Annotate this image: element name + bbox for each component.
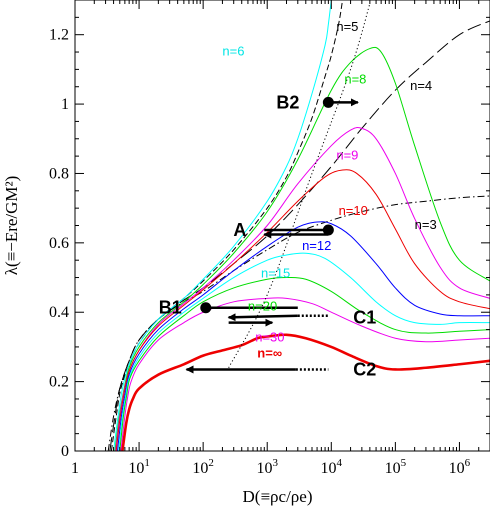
y-tick-label: 1.2: [49, 27, 69, 44]
series-n-15-line: [118, 252, 490, 451]
series-n-9-line: [115, 127, 490, 451]
marker-b2-label: B2: [276, 92, 299, 112]
series-n-10-line: [115, 169, 490, 451]
x-tick-label: 103: [256, 457, 278, 477]
y-tick-label: 0.6: [49, 235, 69, 252]
x-tick-label: 1: [71, 460, 79, 477]
y-tick-label: 0.4: [49, 304, 69, 321]
marker-a-label: A: [233, 220, 246, 240]
marker-b1-label: B1: [159, 298, 182, 318]
series-n-8-label: n=8: [344, 71, 366, 86]
series-n-5-label: n=5: [336, 19, 358, 34]
series-n-8-line: [114, 46, 490, 451]
series-n-4-line: [109, 20, 490, 451]
marker-b2-point: [322, 96, 334, 108]
series-n-4-label: n=4: [410, 78, 432, 93]
series-n-20-label: n=20: [248, 298, 277, 313]
x-tick-label: 101: [128, 457, 150, 477]
series-n-6-label: n=6: [222, 44, 244, 59]
x-tick-label: 102: [192, 457, 214, 477]
y-axis-label: λ(≡−Ere/GM²): [2, 176, 21, 276]
y-tick-label: 0.8: [49, 165, 69, 182]
x-tick-label: 104: [321, 457, 343, 477]
y-tick-label: 0: [61, 443, 69, 460]
series-n-12-label: n=12: [302, 238, 331, 253]
series-n-9-label: n=9: [336, 148, 358, 163]
x-tick-label: 105: [385, 457, 407, 477]
series-n-3-label: n=3: [415, 217, 437, 232]
marker-b1-point: [200, 302, 212, 314]
arrow-B1-return: [227, 313, 298, 322]
series-n-inf-line: [121, 333, 490, 451]
label-c1: C1: [353, 307, 376, 327]
series-n-10-label: n=10: [339, 203, 368, 218]
series-n-6-line: [113, 0, 332, 451]
series-n-30-label: n=30: [255, 330, 284, 345]
series-n-15-label: n=15: [261, 266, 290, 281]
series-n-30-line: [120, 297, 490, 451]
series-n-20-line: [119, 276, 490, 451]
dotted-reference-line: [228, 3, 371, 368]
marker-a-point: [322, 224, 334, 236]
label-c2: C2: [353, 359, 376, 379]
y-tick-label: 1: [61, 96, 69, 113]
x-axis-label: D(≡ρc/ρe): [243, 487, 313, 506]
y-tick-label: 0.2: [49, 374, 69, 391]
x-tick-label: 106: [449, 457, 471, 477]
series-n-inf-label: n=∞: [257, 345, 282, 360]
